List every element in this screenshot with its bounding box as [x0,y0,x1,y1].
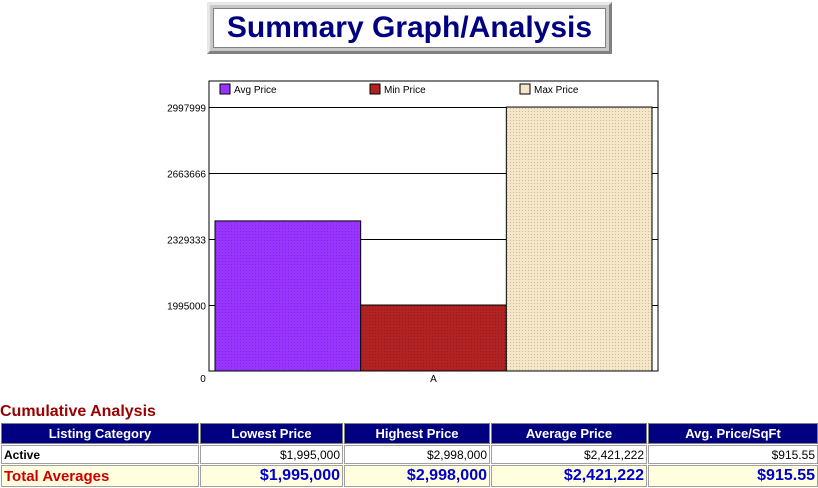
legend-swatch [219,83,231,95]
x-origin-label: 0 [200,374,206,385]
cell-lowest-price: $1,995,000 [200,445,343,464]
y-tick-label: 2997999 [167,104,206,115]
y-tick-label: 2663666 [167,170,206,181]
summary-chart: 1995000 2329333 2663666 2997999 0 A Avg Price M… [167,80,659,385]
x-category-label: A [430,374,437,385]
page-title: Summary Graph/Analysis [226,11,593,44]
total-average-price: $2,421,222 [491,465,647,487]
cumulative-analysis-table: Listing Category Lowest Price Highest Pr… [0,422,818,488]
header-listing-category: Listing Category [1,423,199,444]
legend-label: Min Price [384,85,426,96]
row-label-active: Active [1,445,199,464]
page-title-inner: Summary Graph/Analysis [213,8,606,48]
legend-label: Max Price [534,85,579,96]
header-avg-price-sqft: Avg. Price/SqFt [648,423,818,444]
bar-avg-price [214,220,362,372]
table-header-row: Listing Category Lowest Price Highest Pr… [1,423,818,444]
total-lowest-price: $1,995,000 [200,465,343,487]
bar-max-price [505,106,653,372]
page-title-frame: Summary Graph/Analysis [207,2,612,54]
cell-avg-price-sqft: $915.55 [648,445,818,464]
total-averages-label: Total Averages [1,465,199,487]
cell-average-price: $2,421,222 [491,445,647,464]
legend-swatch [369,83,381,95]
total-averages-row: Total Averages $1,995,000 $2,998,000 $2,… [1,465,818,487]
total-highest-price: $2,998,000 [344,465,490,487]
cumulative-analysis-title: Cumulative Analysis [0,403,156,420]
y-tick-label: 2329333 [167,236,206,247]
bar-min-price [360,304,507,372]
header-lowest-price: Lowest Price [200,423,343,444]
header-highest-price: Highest Price [344,423,490,444]
legend-label: Avg Price [234,85,277,96]
table-row: Active $1,995,000 $2,998,000 $2,421,222 … [1,445,818,464]
header-average-price: Average Price [491,423,647,444]
total-avg-price-sqft: $915.55 [648,465,818,487]
y-tick-label: 1995000 [167,302,206,313]
cell-highest-price: $2,998,000 [344,445,490,464]
legend-swatch [519,83,531,95]
